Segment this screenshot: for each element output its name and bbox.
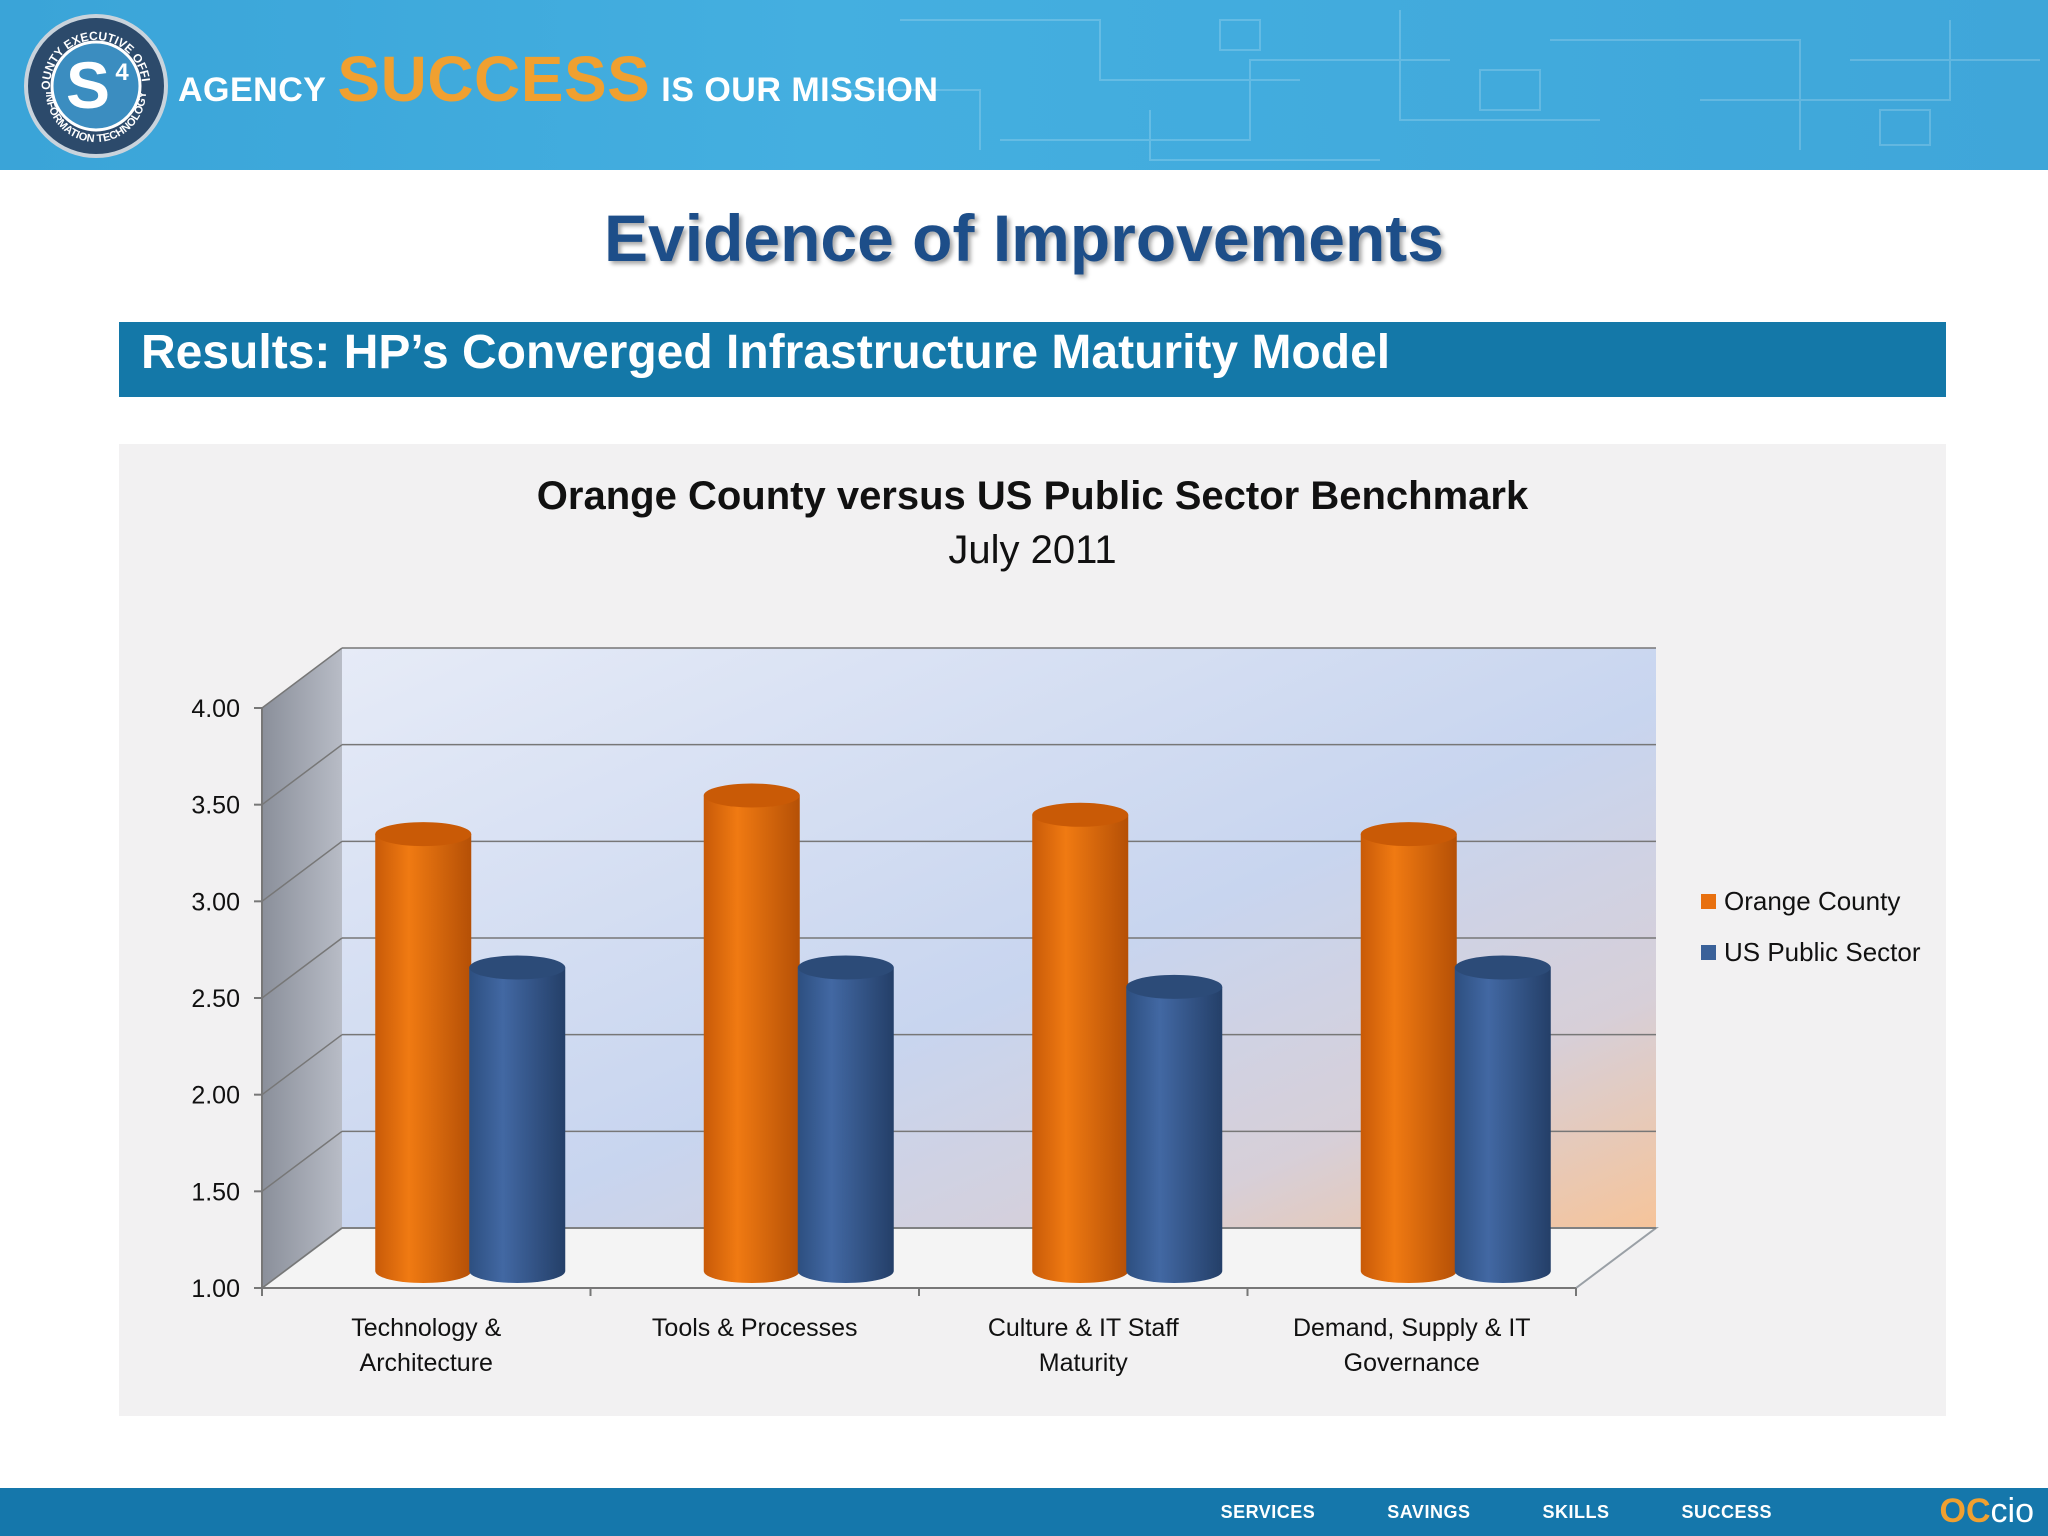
bar-top-cap	[797, 955, 894, 980]
chart-panel: Orange County versus US Public Sector Be…	[119, 444, 1946, 1416]
banner-suffix: IS OUR MISSION	[661, 71, 939, 109]
ocio-logo: OCcio	[1939, 1492, 2034, 1530]
svg-text:4: 4	[115, 59, 129, 86]
gridline-side	[261, 744, 343, 806]
subtitle-bar: Results: HP’s Converged Infrastructure M…	[119, 322, 1946, 397]
y-tick-label: 1.50	[191, 1178, 240, 1206]
banner-tagline: AGENCY SUCCESS IS OUR MISSION	[178, 42, 938, 116]
legend-item-us-public-sector: US Public Sector	[1701, 937, 1921, 968]
bar-top-cap	[1032, 802, 1129, 827]
chart-title: Orange County versus US Public Sector Be…	[536, 474, 1529, 518]
bar-top-cap	[1454, 955, 1551, 980]
x-tick-label: Architecture	[360, 1349, 493, 1377]
footer-bar: SERVICES SAVINGS SKILLS SUCCESS OCcio	[0, 1488, 2048, 1536]
bar-us-public-sector	[1454, 967, 1551, 1283]
slide-title: Evidence of Improvements	[604, 201, 1444, 275]
bar-orange-county	[703, 795, 800, 1283]
x-tick-label: Culture & IT Staff	[988, 1314, 1179, 1342]
legend-swatch	[1701, 944, 1716, 960]
x-tick-label: Maturity	[1039, 1349, 1128, 1377]
circuit-pattern	[850, 10, 2040, 161]
legend-swatch	[1701, 893, 1716, 909]
gridline-side	[261, 1130, 343, 1192]
bar-us-public-sector	[469, 967, 566, 1283]
bar-us-public-sector	[1126, 986, 1223, 1283]
bar-orange-county	[1360, 834, 1457, 1283]
bar-top-cap	[375, 822, 472, 847]
y-tick-label: 4.00	[191, 695, 240, 723]
bar-orange-county	[375, 834, 472, 1283]
y-tick-label: 1.00	[191, 1275, 240, 1303]
y-tick-label: 2.50	[191, 985, 240, 1013]
y-tick-label: 3.50	[191, 792, 240, 820]
bar-us-public-sector	[797, 967, 894, 1283]
y-tick-label: 2.00	[191, 1082, 240, 1110]
bar-top-cap	[469, 955, 566, 980]
gridline-side	[261, 647, 343, 709]
legend-label: Orange County	[1724, 886, 1901, 916]
gridline-side	[261, 840, 343, 902]
bar-top-cap	[1126, 974, 1223, 999]
svg-text:S: S	[66, 48, 110, 122]
nav-success[interactable]: SUCCESS	[1681, 1502, 1772, 1522]
x-tick-label: Governance	[1344, 1349, 1480, 1377]
nav-skills[interactable]: SKILLS	[1542, 1502, 1610, 1522]
legend-item-orange-county: Orange County	[1701, 886, 1900, 917]
footer-nav: SERVICES SAVINGS SKILLS SUCCESS	[1185, 1488, 1808, 1536]
banner-prefix: AGENCY	[178, 71, 327, 109]
gridline-side	[261, 1034, 343, 1096]
header-banner: COUNTY EXECUTIVE OFFICE INFORMATION TECH…	[0, 0, 2048, 170]
gridline-side	[261, 1227, 343, 1289]
bar-top-cap	[1360, 822, 1457, 847]
x-tick-label: Demand, Supply & IT	[1293, 1314, 1531, 1342]
cio-seal-logo: COUNTY EXECUTIVE OFFICE INFORMATION TECH…	[24, 14, 168, 158]
x-tick-label: Technology &	[351, 1314, 501, 1342]
legend-label: US Public Sector	[1724, 937, 1921, 967]
gridline-side	[261, 937, 343, 999]
chart-subtitle: July 2011	[948, 528, 1117, 572]
nav-services[interactable]: SERVICES	[1220, 1502, 1316, 1522]
y-tick-label: 3.00	[191, 888, 240, 916]
chart-plot: 1.00 1.50 2.00 2.50 3.00 3.50 4.00 Technology &…	[191, 647, 1659, 1377]
x-tick-label: Tools & Processes	[652, 1314, 858, 1342]
slide-subtitle: Results: HP’s Converged Infrastructure M…	[141, 326, 1391, 379]
bar-orange-county	[1032, 814, 1129, 1283]
bar-top-cap	[703, 783, 800, 808]
nav-savings[interactable]: SAVINGS	[1387, 1502, 1471, 1522]
banner-highlight: SUCCESS	[337, 43, 651, 115]
